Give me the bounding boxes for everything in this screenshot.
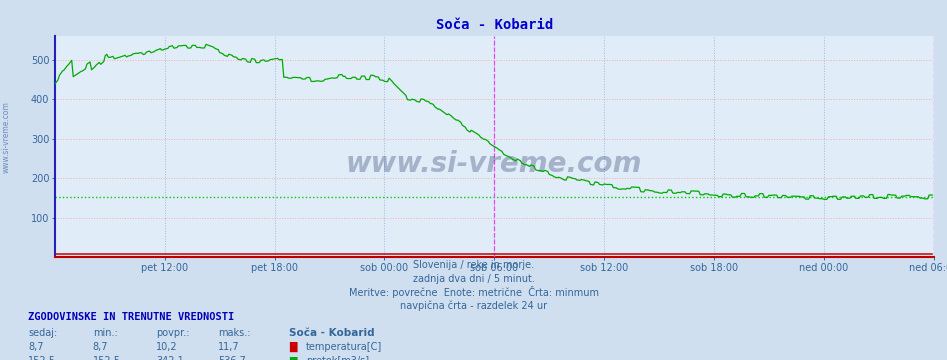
- Text: 152,5: 152,5: [28, 356, 57, 360]
- Text: temperatura[C]: temperatura[C]: [306, 342, 383, 352]
- Title: Soča - Kobarid: Soča - Kobarid: [436, 18, 553, 32]
- Text: Slovenija / reke in morje.: Slovenija / reke in morje.: [413, 260, 534, 270]
- Text: 152,5: 152,5: [93, 356, 121, 360]
- Text: povpr.:: povpr.:: [156, 328, 189, 338]
- Text: maks.:: maks.:: [218, 328, 250, 338]
- Text: pretok[m3/s]: pretok[m3/s]: [306, 356, 369, 360]
- Text: www.si-vreme.com: www.si-vreme.com: [346, 150, 643, 179]
- Text: navpična črta - razdelek 24 ur: navpična črta - razdelek 24 ur: [400, 301, 547, 311]
- Text: Soča - Kobarid: Soča - Kobarid: [289, 328, 374, 338]
- Text: 8,7: 8,7: [28, 342, 44, 352]
- Text: Meritve: povrečne  Enote: metrične  Črta: minmum: Meritve: povrečne Enote: metrične Črta: …: [348, 285, 599, 298]
- Text: 11,7: 11,7: [218, 342, 240, 352]
- Text: █: █: [289, 342, 296, 352]
- Text: www.si-vreme.com: www.si-vreme.com: [1, 101, 10, 173]
- Text: 8,7: 8,7: [93, 342, 108, 352]
- Text: 10,2: 10,2: [156, 342, 178, 352]
- Text: min.:: min.:: [93, 328, 117, 338]
- Text: zadnja dva dni / 5 minut.: zadnja dva dni / 5 minut.: [413, 274, 534, 284]
- Text: sedaj:: sedaj:: [28, 328, 58, 338]
- Text: 536,7: 536,7: [218, 356, 245, 360]
- Text: 342,1: 342,1: [156, 356, 184, 360]
- Text: ZGODOVINSKE IN TRENUTNE VREDNOSTI: ZGODOVINSKE IN TRENUTNE VREDNOSTI: [28, 312, 235, 323]
- Text: █: █: [289, 356, 296, 360]
